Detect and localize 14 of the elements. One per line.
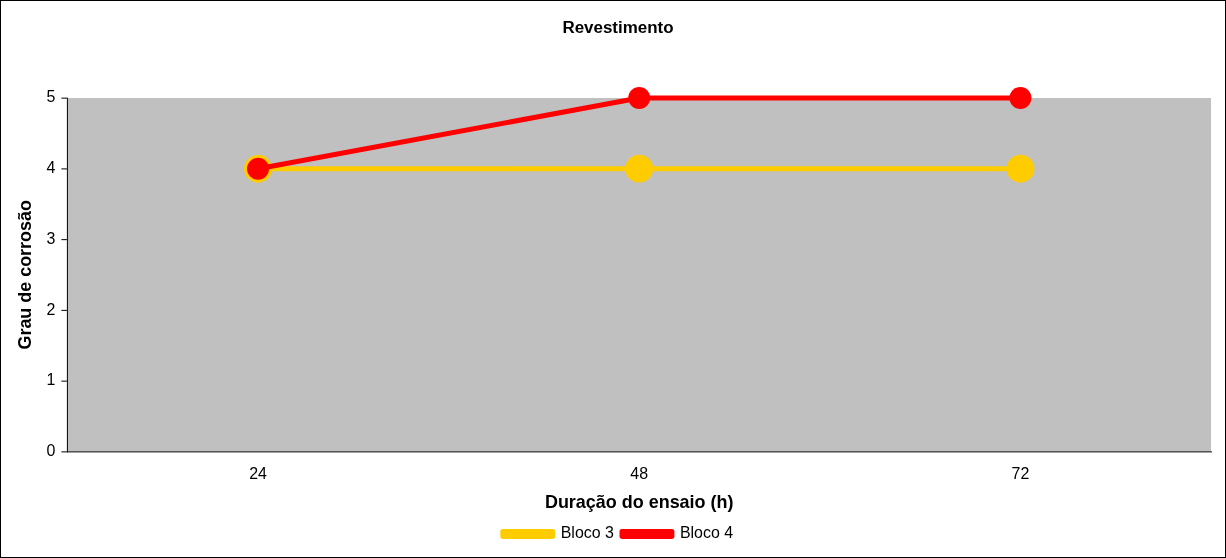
chart-title: Revestimento [562, 17, 674, 37]
y-axis-title: Grau de corrosão [14, 200, 35, 350]
y-tick-label: 0 [46, 441, 56, 459]
y-tick-label: 3 [46, 229, 56, 247]
x-tick-label: 72 [1011, 465, 1030, 483]
y-tick-label: 2 [46, 300, 56, 318]
x-axis-title: Duração do ensaio (h) [544, 492, 734, 513]
y-tick-label: 5 [46, 88, 56, 106]
x-tick-label: 24 [249, 465, 267, 483]
legend-label: Bloco 4 [679, 524, 734, 542]
y-tick-label: 4 [46, 159, 56, 177]
x-tick-label: 48 [630, 465, 649, 483]
legend-label: Bloco 3 [560, 524, 615, 542]
y-tick-label: 1 [46, 371, 56, 389]
